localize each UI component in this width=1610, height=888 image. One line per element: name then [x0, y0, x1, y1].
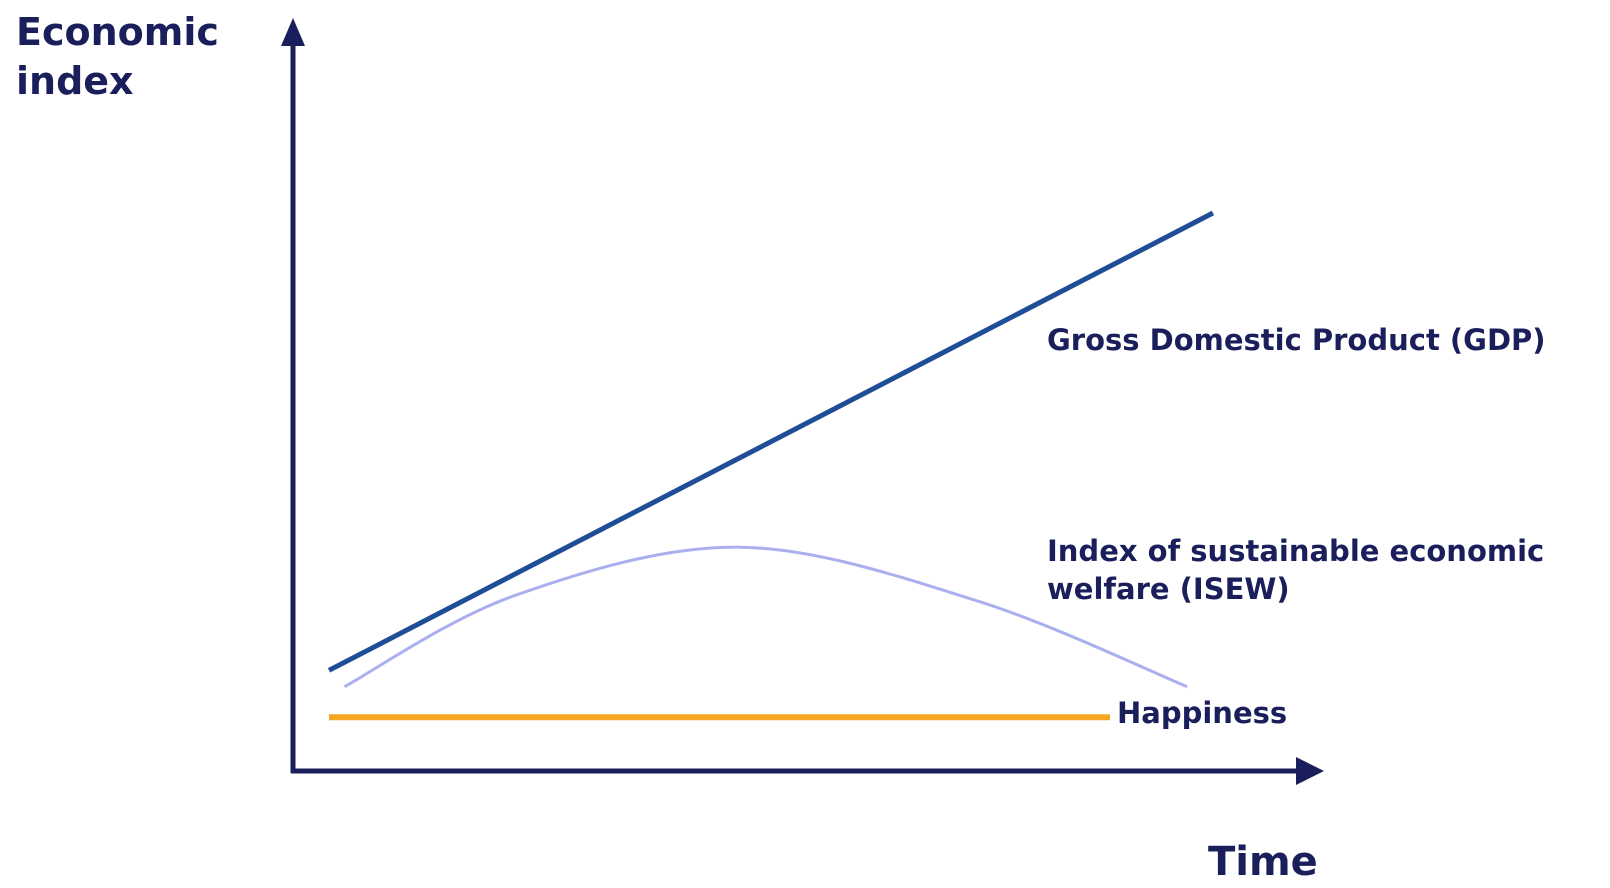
y-axis-arrow	[281, 18, 305, 46]
series-label: Index of sustainable economic welfare (I…	[1047, 534, 1545, 606]
lines	[327, 210, 1215, 721]
series-line	[343, 545, 1188, 689]
series-label: Happiness	[1117, 696, 1288, 730]
x-axis-arrow	[1296, 757, 1324, 785]
series-line	[327, 210, 1215, 673]
axes	[281, 18, 1324, 785]
x-axis-label: Time	[1208, 839, 1318, 885]
y-axis-label: Economic index	[16, 10, 219, 104]
series-label: Gross Domestic Product (GDP)	[1047, 323, 1546, 357]
